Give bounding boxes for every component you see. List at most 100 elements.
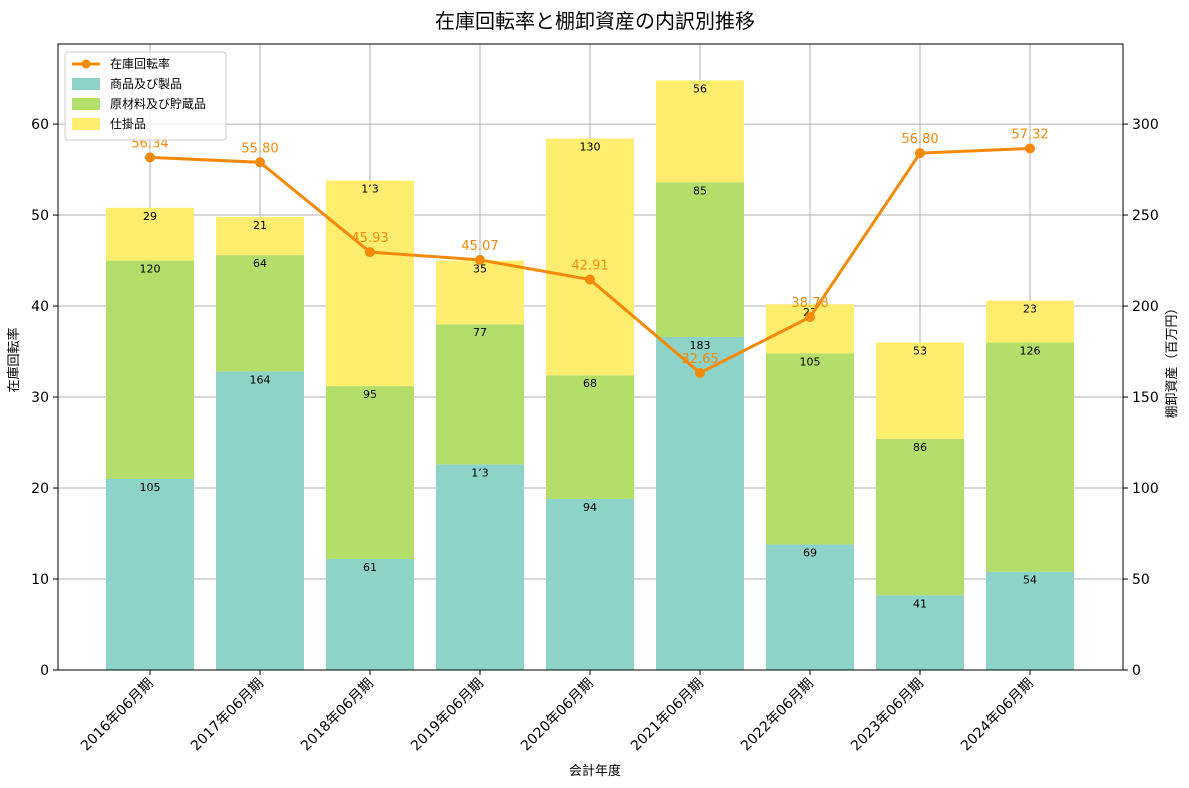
bar-label: 54 [1023,574,1037,587]
bar-label: 105 [800,355,821,368]
legend-swatch [72,98,100,110]
bar-2-8 [876,438,964,596]
bar-3-8 [876,342,964,439]
bar-3-9 [986,300,1074,343]
right-tick-label: 0 [1132,663,1141,679]
right-tick-label: 50 [1132,572,1150,588]
bar-1-3 [326,558,414,670]
bar-1-8 [876,595,964,670]
x-axis: 2016年06月期 2017年06月期 2018年06月期 2019年06月期 2020… [78,670,1037,754]
bar-3-6 [656,80,744,183]
turnover-label: 32.65 [681,352,718,367]
turnover-label: 45.07 [461,239,498,254]
x-tick-label: 2019年06月期 [408,676,487,755]
x-tick-label: 2023年06月期 [848,676,927,755]
x-tick-label: 2024年06月期 [958,676,1037,755]
left-tick-label: 0 [40,663,49,679]
legend-label: 仕掛品 [110,116,146,131]
bar-label: 85 [693,184,707,197]
legend-label: 原材料及び貯蔵品 [110,97,206,111]
bar-label: 120 [140,263,161,276]
x-tick-label: 2018年06月期 [298,676,377,755]
bar-2-4 [436,324,524,465]
bar-label: 94 [583,501,597,514]
turnover-label: 45.93 [351,231,388,246]
bar-1-1 [106,478,194,670]
bar-label: 35 [473,263,487,276]
bar-1-7 [766,544,854,670]
bar-label: 29 [143,210,157,223]
bar-label: 164 [250,374,271,387]
bar-label: 69 [803,546,817,559]
right-tick-label: 100 [1132,481,1159,497]
turnover-label: 42.91 [571,259,608,274]
bar-label: 56 [693,82,707,95]
bars [106,80,1074,670]
bar-3-1 [106,207,194,261]
bar-label: 21 [253,219,267,232]
bar-label: 1’3 [471,466,489,479]
turnover-point [915,148,925,159]
bar-2-6 [656,182,744,337]
x-tick-label: 2020年06月期 [518,676,597,755]
bar-label: 95 [363,388,377,401]
turnover-label: 57.32 [1011,127,1048,142]
bar-2-2 [216,255,304,372]
x-tick-label: 2021年06月期 [628,676,707,755]
legend-box [64,51,227,141]
bar-1-5 [546,498,634,670]
bar-label: 53 [913,344,927,357]
right-axis-title: 棚卸資産（百万円） [1164,301,1180,418]
turnover-point [695,367,705,378]
bar-1-9 [986,571,1074,670]
bar-2-7 [766,353,854,545]
turnover-point [145,152,155,163]
legend-label: 商品及び製品 [110,76,182,91]
legend-swatch [72,78,100,90]
bar-3-2 [216,216,304,256]
bar-2-5 [546,375,634,499]
turnover-point [475,254,485,265]
left-tick-label: 60 [31,117,49,133]
bar-label: 68 [583,377,597,390]
x-tick-label: 2022年06月期 [738,676,817,755]
bar-label: 61 [363,561,377,574]
turnover-point [805,312,815,323]
bar-2-9 [986,342,1074,572]
left-tick-label: 20 [31,481,49,497]
right-tick-label: 300 [1132,117,1159,133]
bar-3-4 [436,260,524,325]
bar-label: 1’3 [361,182,379,195]
bar-label: 105 [140,481,161,494]
turnover-point [585,274,595,285]
bar-label: 126 [1020,344,1041,357]
chart-title: 在庫回転率と棚卸資産の内訳別推移 [435,9,755,33]
turnover-point [255,157,265,168]
turnover-label: 56.80 [901,132,938,147]
left-tick-label: 30 [31,390,49,406]
left-axis-title: 在庫回転率 [6,327,22,392]
bar-2-3 [326,386,414,559]
bar-label: 130 [580,141,601,154]
legend-swatch [72,118,100,130]
turnover-label: 38.78 [791,296,828,311]
turnover-label: 55.80 [241,141,278,156]
bar-1-4 [436,464,524,670]
bar-2-1 [106,260,194,479]
legend-marker [81,59,91,69]
legend-label: 在庫回転率 [110,56,170,71]
right-tick-label: 150 [1132,390,1159,406]
left-tick-label: 10 [31,572,49,588]
bar-label: 183 [690,339,711,352]
right-axis: 0 50 100 150 200 250 300 [1123,117,1159,679]
bar-label: 23 [1023,303,1037,316]
x-axis-title: 会計年度 [569,763,621,779]
turnover-line: 56.34 55.8045.9345.0742.9132.6538.7856.80… [131,127,1049,378]
left-tick-label: 40 [31,299,49,315]
bar-labels: 105 120 29 164 64 21 61 95 1’3 1’3 77 35 94 68 130 183 8… [140,82,1041,610]
bar-label: 86 [913,441,927,454]
bar-label: 77 [473,326,487,339]
x-tick-label: 2017年06月期 [188,676,267,755]
